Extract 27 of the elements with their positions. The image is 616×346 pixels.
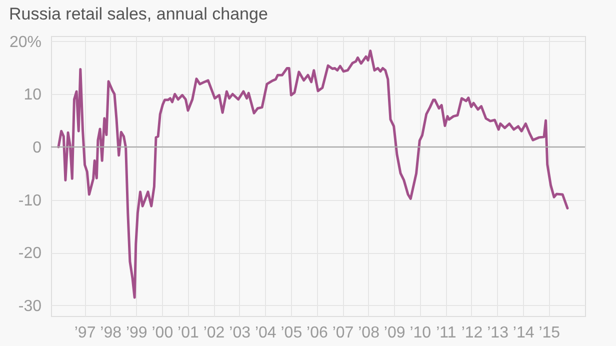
x-tick-label: ’99 [126,324,148,342]
y-tick-label: 10 [24,86,42,104]
x-tick-label: ’13 [487,324,509,342]
x-tick-label: ’02 [203,324,225,342]
x-tick-label: ’11 [436,324,456,342]
y-tick-label: 0 [32,139,42,156]
x-tick-label: ’06 [306,324,328,342]
x-tick-label: ’12 [461,324,483,342]
x-tick-label: ’15 [538,324,560,342]
x-tick-label: ’14 [512,324,534,342]
y-tick-label: 20% [9,34,42,51]
x-tick-label: ’98 [100,324,122,342]
x-tick-label: ’97 [74,324,96,342]
y-tick-label: -10 [18,192,42,210]
x-tick-label: ’08 [358,324,380,342]
y-tick-label: -20 [18,245,42,262]
x-tick-label: ’09 [384,324,406,342]
x-tick-label: ’07 [332,324,354,342]
x-tick-label: ’03 [229,324,251,342]
line-series [57,50,569,299]
x-tick-label: ’00 [152,324,174,342]
y-tick-label: -30 [18,298,42,315]
x-tick-label: ’01 [178,324,199,342]
x-tick-label: ’05 [280,324,302,342]
chart-title: Russia retail sales, annual change [8,4,268,24]
x-tick-label: ’10 [410,324,432,342]
x-tick-label: ’04 [254,324,276,342]
